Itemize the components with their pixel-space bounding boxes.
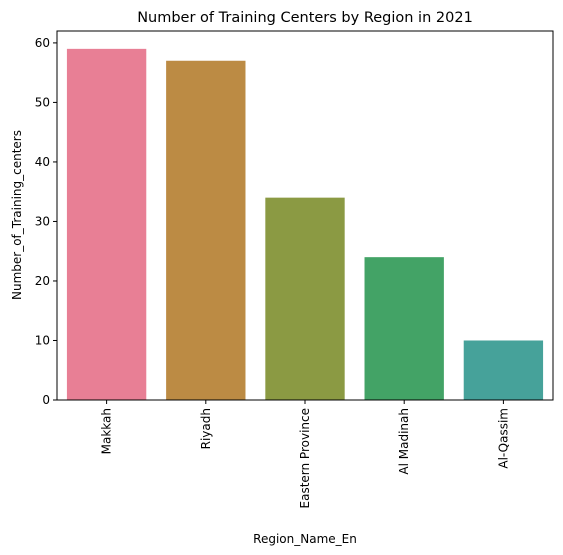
- bar-riyadh: [166, 60, 246, 401]
- y-tick-label: 40: [35, 155, 50, 169]
- x-tick-label: Riyadh: [199, 408, 213, 449]
- y-tick-label: 60: [35, 36, 50, 50]
- x-axis: Makkah Riyadh Eastern Province Al Madinah Al…: [100, 400, 510, 508]
- x-tick-label: Al Madinah: [397, 408, 411, 475]
- chart-title: Number of Training Centers by Region in …: [137, 10, 473, 26]
- y-tick-label: 30: [35, 214, 50, 228]
- x-axis-label: Region_Name_En: [253, 532, 357, 546]
- y-tick-label: 20: [35, 274, 50, 288]
- x-tick-label: Al-Qassim: [496, 408, 510, 469]
- bar-eastern-province: [265, 197, 345, 400]
- y-axis: 0 10 20 30 40 50 60: [35, 36, 57, 407]
- y-tick-label: 10: [35, 333, 50, 347]
- y-tick-label: 50: [35, 95, 50, 109]
- bar-al-qassim: [463, 340, 544, 400]
- bar-makkah: [66, 48, 147, 401]
- y-axis-label: Number_of_Training_centers: [10, 130, 24, 300]
- y-tick-label: 0: [42, 393, 50, 407]
- bar-al-madinah: [364, 257, 444, 400]
- x-tick-label: Makkah: [100, 408, 114, 454]
- bars-group: [66, 48, 544, 401]
- x-tick-label: Eastern Province: [298, 408, 312, 508]
